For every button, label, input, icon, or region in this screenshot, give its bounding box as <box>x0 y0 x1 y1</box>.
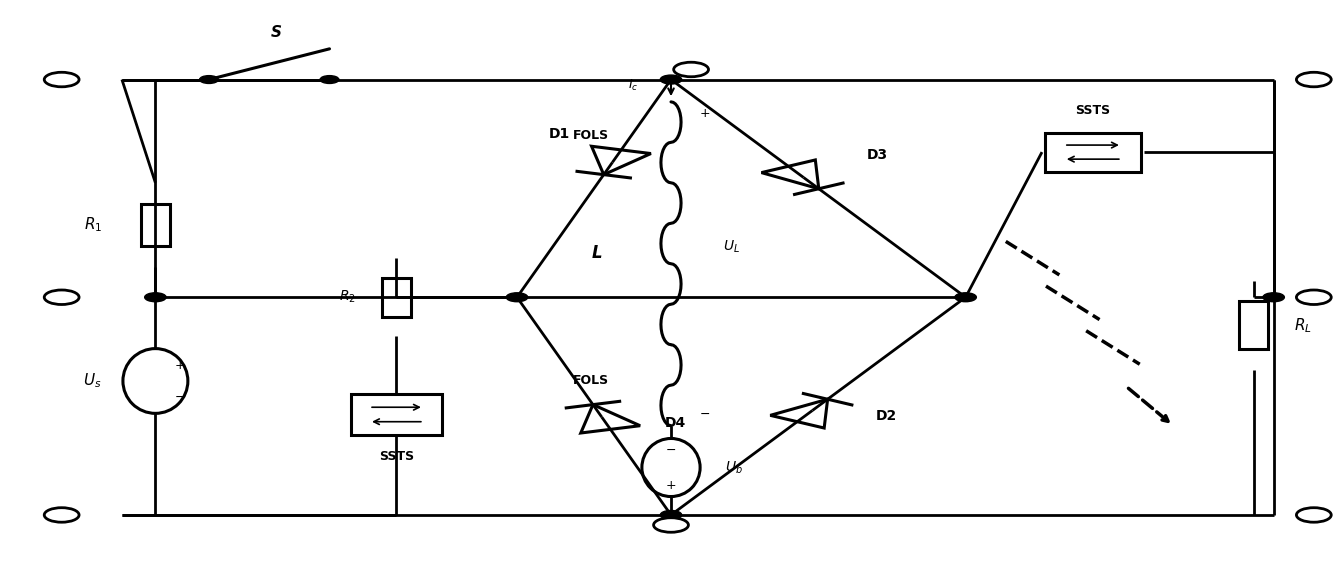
Text: S: S <box>271 25 282 40</box>
Circle shape <box>321 76 340 84</box>
Text: −: − <box>174 391 185 404</box>
Circle shape <box>1296 290 1331 305</box>
Circle shape <box>674 62 709 77</box>
Text: −: − <box>666 444 676 457</box>
Bar <box>381 278 411 317</box>
Circle shape <box>145 293 166 302</box>
Bar <box>1044 132 1141 172</box>
Text: SSTS: SSTS <box>378 450 415 463</box>
Circle shape <box>660 75 682 84</box>
Text: +: + <box>699 107 710 119</box>
Circle shape <box>1296 508 1331 522</box>
Bar <box>1239 301 1268 349</box>
Text: D3: D3 <box>867 148 888 162</box>
Circle shape <box>1296 72 1331 87</box>
Text: $R_2$: $R_2$ <box>340 289 356 305</box>
Text: D4: D4 <box>664 416 686 430</box>
Circle shape <box>956 293 977 302</box>
Circle shape <box>506 293 527 302</box>
Text: $U_L$: $U_L$ <box>723 239 739 255</box>
Text: $R_L$: $R_L$ <box>1294 316 1311 334</box>
Text: $I_c$: $I_c$ <box>628 77 639 93</box>
Circle shape <box>200 76 219 84</box>
Text: L: L <box>592 243 603 261</box>
Bar <box>141 204 170 246</box>
Circle shape <box>1263 293 1284 302</box>
Text: D2: D2 <box>875 409 896 423</box>
Circle shape <box>44 508 79 522</box>
Text: −: − <box>699 408 710 421</box>
Text: $U_s$: $U_s$ <box>83 371 102 390</box>
Text: FOLS: FOLS <box>573 129 609 142</box>
Circle shape <box>654 518 688 532</box>
Text: SSTS: SSTS <box>1075 104 1110 117</box>
Text: +: + <box>666 479 676 492</box>
Text: $U_b$: $U_b$ <box>725 459 742 476</box>
Text: +: + <box>174 359 185 372</box>
Bar <box>350 394 442 435</box>
Circle shape <box>44 290 79 305</box>
Text: FOLS: FOLS <box>573 375 609 388</box>
Text: $R_1$: $R_1$ <box>83 215 102 234</box>
Text: D1: D1 <box>549 127 569 141</box>
Circle shape <box>44 72 79 87</box>
Circle shape <box>660 511 682 519</box>
